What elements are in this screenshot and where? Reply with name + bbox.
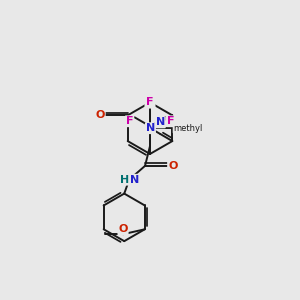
Text: O: O [168, 161, 178, 171]
Text: F: F [167, 116, 174, 126]
Text: N: N [156, 117, 165, 128]
Text: H: H [120, 175, 129, 185]
Text: N: N [130, 175, 139, 185]
Text: O: O [118, 224, 128, 234]
Text: N: N [146, 123, 155, 133]
Text: F: F [126, 116, 134, 126]
Text: F: F [146, 98, 154, 107]
Text: O: O [95, 110, 105, 120]
Text: methyl: methyl [173, 124, 203, 133]
Text: N: N [146, 98, 154, 107]
